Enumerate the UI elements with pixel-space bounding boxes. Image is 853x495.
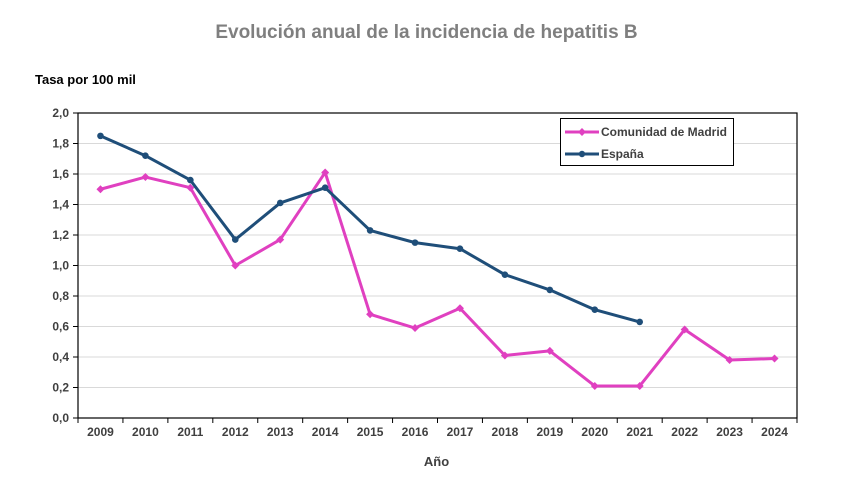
x-tick-label: 2016 xyxy=(402,425,429,439)
legend-swatch-madrid xyxy=(565,128,599,136)
data-point-espana xyxy=(411,239,419,246)
x-tick-label: 2013 xyxy=(267,425,294,439)
data-point-espana xyxy=(231,236,239,243)
data-point-madrid xyxy=(231,261,240,270)
data-point-madrid xyxy=(455,304,464,313)
x-tick-label: 2021 xyxy=(626,425,653,439)
data-point-espana xyxy=(366,227,374,234)
x-tick-label: 2019 xyxy=(536,425,563,439)
y-tick-label: 1,8 xyxy=(52,137,69,151)
data-point-madrid xyxy=(770,354,779,363)
x-tick-label: 2015 xyxy=(357,425,384,439)
data-point-madrid xyxy=(96,185,105,194)
y-tick-label: 2,0 xyxy=(52,106,69,120)
data-point-espana xyxy=(456,245,464,253)
y-tick-label: 1,6 xyxy=(52,167,69,181)
data-point-madrid xyxy=(141,173,150,182)
data-point-espana xyxy=(142,152,149,159)
y-tick-label: 0,0 xyxy=(52,411,69,425)
y-tick-label: 0,4 xyxy=(52,350,69,364)
data-point-madrid xyxy=(366,310,375,319)
x-tick-label: 2011 xyxy=(177,425,203,439)
data-point-madrid xyxy=(276,235,285,244)
x-tick-label: 2022 xyxy=(671,425,698,439)
data-point-madrid xyxy=(186,183,195,192)
legend-label-madrid: Comunidad de Madrid xyxy=(601,125,727,139)
x-tick-label: 2014 xyxy=(312,425,339,439)
data-point-madrid xyxy=(725,356,734,365)
data-point-madrid xyxy=(411,324,420,333)
x-axis-label: Año xyxy=(423,454,450,469)
data-point-espana xyxy=(546,286,554,294)
legend-item-espana: España xyxy=(565,145,644,163)
y-tick-label: 0,8 xyxy=(52,289,69,303)
x-tick-label: 2023 xyxy=(716,425,743,439)
legend-item-madrid: Comunidad de Madrid xyxy=(565,123,727,141)
y-tick-label: 0,2 xyxy=(52,381,69,395)
legend-label-espana: España xyxy=(601,147,644,161)
data-point-espana xyxy=(501,271,509,278)
data-point-madrid xyxy=(635,381,644,390)
y-tick-label: 1,4 xyxy=(52,198,69,212)
data-point-espana xyxy=(591,306,599,314)
chart-title: Evolución anual de la incidencia de hepa… xyxy=(215,22,638,43)
data-point-espana xyxy=(276,199,284,207)
x-tick-label: 2018 xyxy=(492,425,519,439)
y-axis-label: Tasa por 100 mil xyxy=(35,72,136,87)
data-point-espana xyxy=(636,318,644,326)
data-point-madrid xyxy=(680,325,689,334)
data-point-espana xyxy=(97,132,104,140)
data-point-madrid xyxy=(500,351,509,360)
y-tick-label: 0,6 xyxy=(52,320,69,334)
data-point-madrid xyxy=(321,168,330,177)
series-line-madrid xyxy=(100,170,775,388)
data-point-madrid xyxy=(590,381,599,390)
legend-swatch-espana xyxy=(565,150,599,158)
y-tick-label: 1,0 xyxy=(52,259,69,273)
x-tick-label: 2010 xyxy=(132,425,159,439)
legend: Comunidad de Madrid España xyxy=(560,118,734,166)
x-tick-label: 2020 xyxy=(581,425,608,439)
x-tick-label: 2024 xyxy=(761,425,788,439)
x-tick-label: 2017 xyxy=(447,425,474,439)
x-tick-label: 2009 xyxy=(87,425,114,439)
data-point-espana xyxy=(321,184,329,192)
y-tick-label: 1,2 xyxy=(52,228,69,242)
data-point-espana xyxy=(187,176,194,184)
data-point-madrid xyxy=(545,346,554,355)
x-tick-label: 2012 xyxy=(222,425,249,439)
